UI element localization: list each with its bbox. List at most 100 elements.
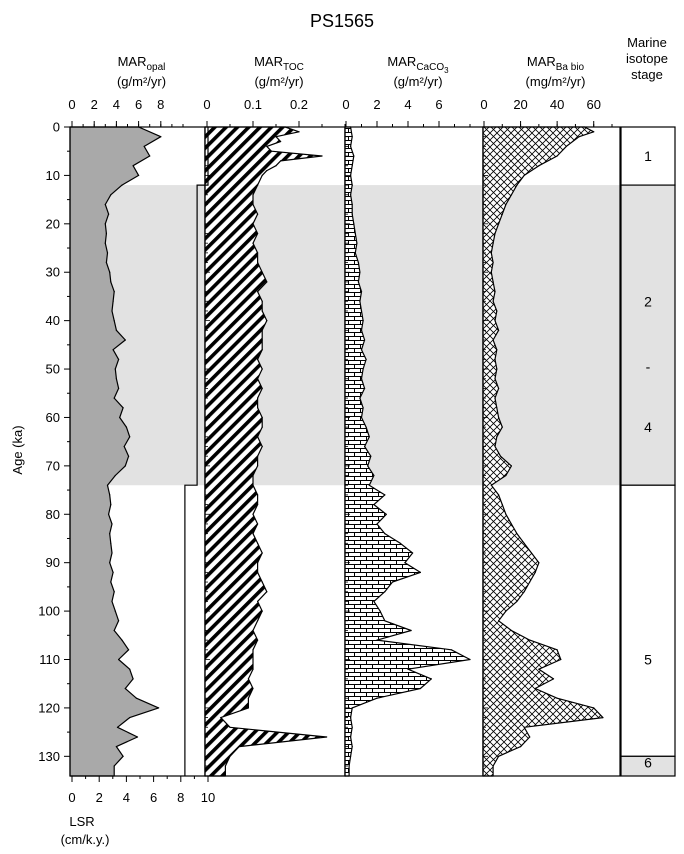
opal-point <box>113 591 115 593</box>
opal-top-tick-label: 4 <box>113 97 120 112</box>
toc-point <box>252 649 254 651</box>
caco3-point <box>362 320 364 322</box>
lsr-bottom-tick-label: 0 <box>68 790 75 805</box>
age-tick-label: 40 <box>46 313 60 328</box>
babio-point <box>578 136 580 138</box>
babio-point <box>498 494 500 496</box>
lsr-bottom-tick-label: 8 <box>177 790 184 805</box>
opal-point <box>104 223 106 225</box>
babio-point <box>516 533 518 535</box>
opal-point <box>128 649 130 651</box>
age-tick-label: 20 <box>46 216 60 231</box>
toc-point <box>257 571 259 574</box>
toc-point <box>252 668 254 670</box>
babio-point <box>490 271 492 273</box>
opal-point <box>149 155 151 157</box>
age-tick-label: 100 <box>38 604 60 619</box>
opal-point <box>108 513 110 515</box>
opal-point <box>109 494 111 496</box>
opal-point <box>158 707 160 709</box>
opal-point <box>116 726 119 728</box>
toc-point <box>257 542 259 544</box>
babio-point <box>593 707 595 709</box>
toc-point <box>257 639 259 641</box>
caco3-point <box>407 668 409 670</box>
opal-top-tick-label: 6 <box>135 97 142 112</box>
caco3-point <box>357 281 359 283</box>
opal-point <box>109 271 111 273</box>
caco3-point <box>364 339 366 341</box>
opal-point <box>129 668 131 670</box>
toc-point <box>261 349 263 351</box>
caco3-point <box>384 620 386 622</box>
opal-point <box>114 610 116 612</box>
caco3-point <box>450 649 452 651</box>
caco3-point <box>412 552 414 554</box>
opal-point <box>129 436 131 438</box>
caco3-point <box>419 687 421 690</box>
babio-point <box>498 416 500 419</box>
toc-point <box>266 170 268 172</box>
opal-point <box>125 426 127 428</box>
caco3-point <box>364 445 366 448</box>
babio-point <box>498 329 500 331</box>
opal-point <box>105 261 107 264</box>
toc-point <box>238 746 240 748</box>
toc-point <box>257 504 259 506</box>
caco3-point <box>365 426 367 428</box>
caco3-point <box>360 329 363 331</box>
babio-point <box>498 620 500 622</box>
lsr-axis-unit: (cm/k.y.) <box>61 832 110 847</box>
toc-point <box>257 407 259 409</box>
caco3-point <box>399 542 401 544</box>
opal-point <box>118 387 120 389</box>
babio-point <box>510 465 512 467</box>
lsr-bottom-tick-label: 10 <box>201 790 215 805</box>
caco3-point <box>350 174 352 176</box>
babio-point <box>494 232 496 235</box>
opal-point <box>114 368 116 370</box>
babio-point <box>560 658 562 661</box>
caco3-point <box>354 252 356 254</box>
isotope-header-line2: isotope <box>626 51 668 66</box>
toc-series-area <box>204 126 328 777</box>
age-tick-label: 70 <box>46 458 60 473</box>
babio-panel-frame <box>482 126 621 777</box>
caco3-top-tick-label: 2 <box>373 97 380 112</box>
babio-point <box>523 726 525 728</box>
toc-point <box>261 368 263 370</box>
babio-unit: (mg/m²/yr) <box>526 74 586 89</box>
babio-point <box>556 649 558 651</box>
babio-point <box>494 445 496 448</box>
caco3-point <box>351 726 353 728</box>
toc-point <box>261 610 263 612</box>
caco3-point <box>353 223 355 225</box>
toc-point <box>261 426 263 428</box>
opal-point <box>118 658 120 661</box>
babio-point <box>492 281 494 283</box>
babio-point <box>501 426 503 428</box>
babio-point <box>496 310 498 312</box>
opal-point <box>121 184 123 186</box>
caco3-point <box>356 242 358 244</box>
babio-point <box>529 581 531 583</box>
opal-point <box>129 717 131 719</box>
caco3-point <box>350 145 352 147</box>
caco3-point <box>376 697 378 699</box>
y-axis-label: Age (ka) <box>10 425 25 474</box>
age-tick-label: 50 <box>46 362 60 377</box>
caco3-point <box>350 717 352 719</box>
caco3-top-tick-label: 6 <box>435 97 442 112</box>
toc-point <box>257 252 259 254</box>
babio-point <box>498 387 500 389</box>
opal-point <box>124 687 126 690</box>
babio-point <box>492 242 494 244</box>
toc-point <box>252 687 254 690</box>
babio-point <box>520 746 522 748</box>
toc-point <box>252 658 254 661</box>
babio-point <box>534 571 536 574</box>
babio-point <box>494 397 496 399</box>
toc-point <box>257 184 259 186</box>
caco3-point <box>359 397 361 399</box>
opal-point <box>109 562 111 564</box>
